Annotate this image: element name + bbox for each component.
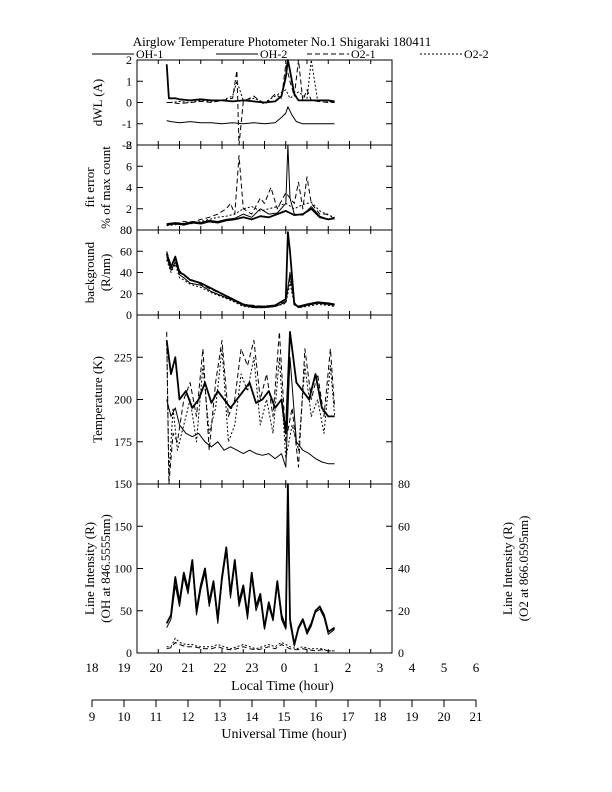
chart-panels: -2 -1 0 1 2 dWL (A) 0 2 4 6 8 fit error% of max cou…	[82, 53, 531, 660]
series-oh-2	[166, 256, 335, 309]
y-tick-label: 50	[120, 604, 132, 618]
panel-dwl: -2 -1 0 1 2 dWL (A)	[90, 53, 393, 152]
panel-frame	[136, 314, 393, 485]
series-oh-1	[165, 231, 335, 308]
y-tick-label: 2	[126, 53, 132, 67]
local-time-tick-label: 5	[441, 660, 448, 675]
y-tick-label: -1	[122, 117, 132, 131]
series-o2-2	[166, 201, 335, 227]
series-o2-1	[166, 59, 335, 146]
universal-time-tick-label: 9	[89, 709, 96, 724]
y-right-tick-label: 0	[398, 646, 404, 660]
local-time-tick-label: 1	[313, 660, 320, 675]
y-tick-label: 0	[126, 96, 132, 110]
y-right-tick-label: 80	[398, 477, 410, 491]
y-axis-label-right: Line Intensity (R)	[500, 522, 515, 615]
local-time-tick-label: 4	[409, 660, 416, 675]
y-tick-label: 0	[126, 223, 132, 237]
y-axis-label: background	[82, 241, 97, 303]
series-o2-2	[166, 259, 335, 309]
universal-time-tick-label: 13	[214, 709, 227, 724]
y-tick-label: -2	[122, 138, 132, 152]
y-tick-label: 0	[126, 308, 132, 322]
y-tick-label: 8	[126, 138, 132, 152]
y-tick-label: 6	[126, 159, 132, 173]
y-tick-label: 1	[126, 74, 132, 88]
universal-time-tick-label: 17	[342, 709, 356, 724]
series-oh-2	[166, 356, 335, 468]
universal-time-tick-label: 14	[246, 709, 260, 724]
universal-time-tick-label: 15	[278, 709, 291, 724]
local-time-tick-label: 22	[214, 660, 227, 675]
y-tick-label: 200	[114, 393, 132, 407]
local-time-tick-label: 20	[150, 660, 163, 675]
local-time-tick-label: 6	[473, 660, 480, 675]
series-oh-2	[166, 106, 335, 125]
y-tick-label: 150	[114, 477, 132, 491]
local-time-tick-label: 3	[377, 660, 384, 675]
y-tick-label: 80	[120, 223, 132, 237]
panel-fit-error: 0 2 4 6 8 fit error% of max count	[82, 138, 393, 237]
local-time-axis-label: Local Time (hour)	[231, 679, 334, 694]
y-axis-label: fit error	[82, 167, 97, 208]
y-tick-label: 150	[114, 519, 132, 533]
universal-time-tick-label: 18	[374, 709, 387, 724]
universal-time-tick-label: 12	[182, 709, 195, 724]
local-time-tick-label: 21	[182, 660, 195, 675]
universal-time-tick-label: 21	[470, 709, 483, 724]
y-axis-label-right: (O2 at 866.0595nm)	[516, 516, 531, 622]
panel-temperature: 150 175 200 225 Temperature (K)	[90, 314, 393, 491]
universal-time-tick-label: 10	[118, 709, 131, 724]
universal-time-tick-label: 20	[438, 709, 451, 724]
series-o2-2	[166, 340, 336, 477]
y-axis-label: Line Intensity (R)	[82, 522, 97, 615]
local-time-tick-label: 18	[86, 660, 99, 675]
local-time-tick-label: 19	[118, 660, 131, 675]
legend-label-o2-1: O2-1	[351, 47, 376, 61]
y-tick-label: 20	[120, 287, 132, 301]
y-axis-label: dWL (A)	[90, 79, 105, 127]
series-o2-1	[166, 641, 335, 652]
y-right-tick-label: 20	[398, 604, 410, 618]
y-axis-label: % of max count	[98, 146, 113, 229]
local-time-tick-label: 23	[246, 660, 259, 675]
series-oh-2	[166, 500, 335, 647]
universal-time-axis-label: Universal Time (hour)	[221, 727, 347, 742]
panel-frame	[136, 229, 393, 316]
universal-time-tick-label: 11	[150, 709, 163, 724]
legend-label-oh-2: OH-2	[260, 47, 287, 61]
y-right-tick-label: 40	[398, 562, 410, 576]
y-tick-label: 2	[126, 202, 132, 216]
y-tick-label: 40	[120, 266, 132, 280]
y-tick-label: 0	[126, 646, 132, 660]
y-tick-label: 4	[126, 181, 132, 195]
series-o2-2	[166, 637, 335, 652]
figure-title: Airglow Temperature Photometer No.1 Shig…	[133, 34, 432, 49]
series-oh-2	[166, 144, 335, 225]
y-right-tick-label: 60	[398, 519, 410, 533]
y-tick-label: 100	[114, 562, 132, 576]
series-o2-1	[166, 251, 335, 307]
y-axis-label: (R/nm)	[98, 254, 113, 292]
local-time-tick-label: 0	[281, 660, 288, 675]
panel-background: 0 20 40 60 80 background (R/nm)	[82, 223, 393, 322]
series-o2-2	[166, 59, 335, 103]
series-o2-1	[166, 331, 336, 485]
legend-label-oh-1: OH-1	[136, 47, 163, 61]
y-tick-label: 175	[114, 435, 132, 449]
universal-time-tick-label: 16	[310, 709, 324, 724]
y-axis-label: Temperature (K)	[90, 356, 105, 443]
legend-label-o2-2: O2-2	[464, 47, 489, 61]
y-axis-label: (OH at 846.5555nm)	[98, 514, 113, 623]
legend: OH-1 OH-2 O2-1 O2-2	[92, 47, 489, 61]
series-o2-1	[166, 155, 335, 226]
universal-time-tick-label: 19	[406, 709, 419, 724]
y-tick-label: 225	[114, 350, 132, 364]
local-time-tick-label: 2	[345, 660, 352, 675]
y-tick-label: 60	[120, 244, 132, 258]
